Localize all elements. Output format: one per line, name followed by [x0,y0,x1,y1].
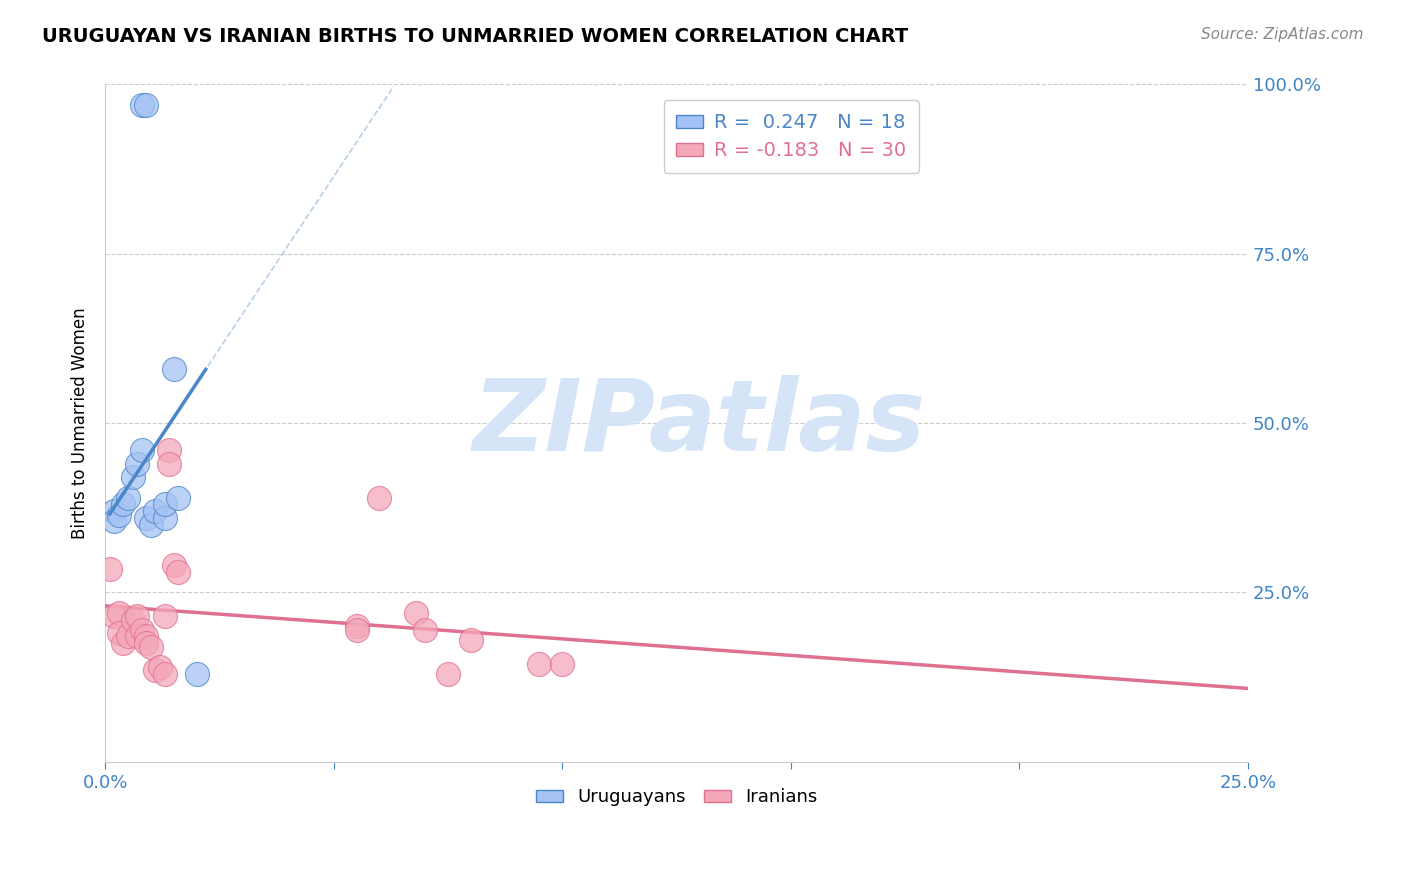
Point [149,660,172,674]
Point [127,630,149,644]
Point [167,491,190,505]
Point [153,511,176,525]
Point [437,666,460,681]
Point [127,609,149,624]
Point [405,606,427,620]
Point [460,632,482,647]
Point [163,558,186,573]
Point [103,609,125,624]
Text: Source: ZipAtlas.com: Source: ZipAtlas.com [1201,27,1364,42]
Point [145,504,167,518]
Point [135,636,157,650]
Point [346,619,368,633]
Point [551,657,574,671]
Point [127,457,149,471]
Text: URUGUAYAN VS IRANIAN BIRTHS TO UNMARRIED WOMEN CORRELATION CHART: URUGUAYAN VS IRANIAN BIRTHS TO UNMARRIED… [42,27,908,45]
Point [368,491,391,505]
Point [108,626,131,640]
Point [157,457,180,471]
Point [139,640,162,654]
Point [112,636,135,650]
Point [153,497,176,511]
Point [186,666,208,681]
Point [167,565,190,579]
Point [145,663,167,677]
Point [108,606,131,620]
Point [135,97,157,112]
Point [131,443,153,458]
Y-axis label: Births to Unmarried Women: Births to Unmarried Women [72,307,89,539]
Point [103,514,125,528]
Point [112,497,135,511]
Point [157,443,180,458]
Point [121,470,143,484]
Point [117,630,139,644]
Point [121,613,143,627]
Point [135,511,157,525]
Point [413,623,436,637]
Point [103,504,125,518]
Point [139,517,162,532]
Point [153,666,176,681]
Point [117,491,139,505]
Point [98,562,121,576]
Point [108,508,131,522]
Point [131,623,153,637]
Point [135,630,157,644]
Point [346,623,368,637]
Point [529,657,551,671]
Point [131,97,153,112]
Legend: Uruguayans, Iranians: Uruguayans, Iranians [529,781,825,814]
Point [163,362,186,376]
Point [153,609,176,624]
Text: ZIPatlas: ZIPatlas [472,375,927,472]
